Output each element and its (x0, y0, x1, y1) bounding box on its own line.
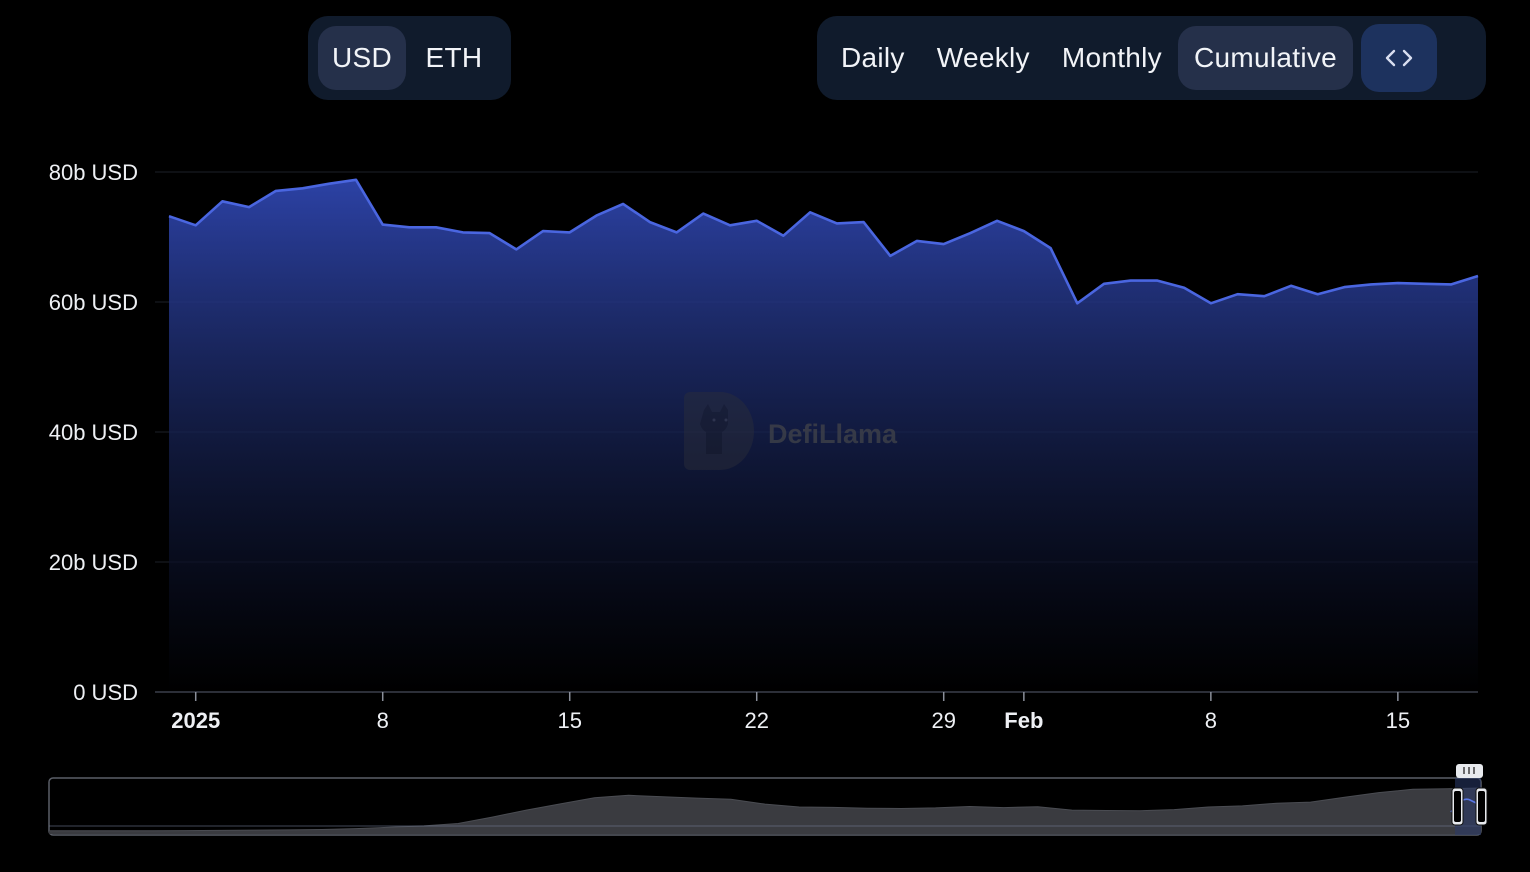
y-axis-labels: 0 USD 20b USD 40b USD 60b USD 80b USD (49, 160, 138, 705)
series-fill (169, 179, 1478, 693)
currency-toggle: USD ETH (308, 16, 511, 100)
currency-eth-button[interactable]: ETH (425, 42, 483, 73)
range-navigator[interactable] (48, 764, 1488, 836)
currency-usd-button[interactable]: USD (318, 26, 406, 90)
period-weekly-button[interactable]: Weekly (936, 42, 1030, 73)
y-tick-label: 60b USD (49, 290, 138, 315)
llama-logo-icon (684, 392, 754, 470)
watermark: DefiLlama (684, 392, 898, 470)
x-tick-label: 2025 (171, 708, 220, 733)
x-axis: 2025 8 15 22 29 Feb 8 15 (155, 691, 1478, 733)
embed-button[interactable] (1361, 24, 1438, 92)
y-tick-label: 20b USD (49, 550, 138, 575)
y-tick-label: 0 USD (73, 680, 138, 705)
x-tick-label: 15 (1386, 708, 1410, 733)
series-line (168, 178, 1479, 305)
navigator-area (49, 788, 1481, 834)
navigator-handle-inner (1454, 791, 1461, 822)
x-tick-label: 22 (744, 708, 768, 733)
period-toggle: Daily Weekly Monthly Cumulative (817, 16, 1486, 100)
period-daily-button[interactable]: Daily (841, 42, 905, 73)
code-brackets-icon (1385, 49, 1413, 67)
series-area (168, 178, 1479, 693)
x-tick-label: 15 (557, 708, 581, 733)
x-tick-label: 8 (377, 708, 389, 733)
navigator-line (49, 787, 1482, 832)
y-tick-label: 80b USD (49, 160, 138, 185)
x-tick-label: Feb (1004, 708, 1043, 733)
y-tick-label: 40b USD (49, 420, 138, 445)
period-cumulative-button[interactable]: Cumulative (1177, 26, 1354, 90)
x-tick-label: 29 (931, 708, 955, 733)
period-monthly-button[interactable]: Monthly (1061, 42, 1162, 73)
watermark-text: DefiLlama (768, 419, 898, 449)
navigator-handle-inner (1478, 791, 1485, 822)
x-tick-label: 8 (1205, 708, 1217, 733)
